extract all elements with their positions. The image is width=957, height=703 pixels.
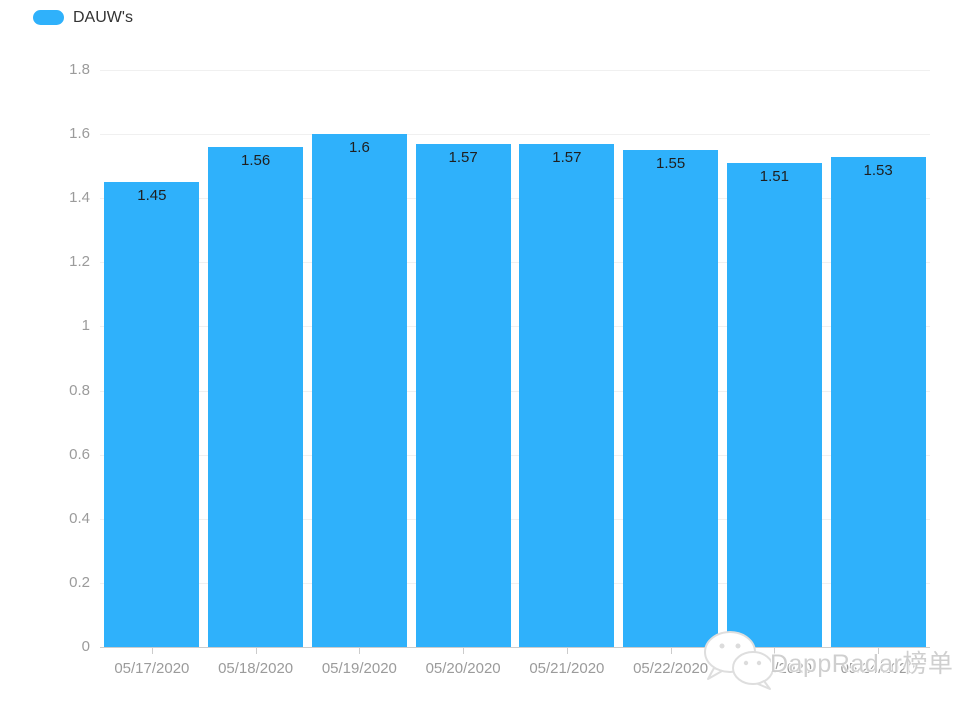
gridline — [100, 454, 930, 456]
bar-05/17/2020[interactable] — [104, 182, 200, 647]
legend-swatch — [33, 10, 64, 25]
x-axis-label: 05/23/2020 — [736, 660, 812, 677]
y-axis-label: 1 — [81, 317, 90, 335]
gridline — [100, 390, 930, 392]
x-axis-label: 05/17/2020 — [114, 660, 190, 677]
x-axis-label: 05/18/2020 — [218, 660, 294, 677]
y-axis-label: 0.6 — [69, 445, 90, 463]
bar-05/22/2020[interactable] — [623, 150, 719, 647]
bar-05/24/2020[interactable] — [830, 156, 926, 647]
gridline — [100, 262, 930, 264]
gridline — [100, 134, 930, 136]
x-axis-tick — [359, 648, 361, 654]
x-axis-tick — [670, 648, 672, 654]
legend-item-dauws[interactable]: DAUW's — [33, 9, 133, 26]
y-axis-label: 1.6 — [69, 125, 90, 143]
bar-05/18/2020[interactable] — [208, 146, 304, 647]
bar-value-label: 1.56 — [241, 151, 271, 169]
y-axis-label: 1.2 — [69, 253, 90, 271]
bar-value-label: 1.55 — [656, 155, 686, 173]
gridline — [100, 198, 930, 200]
bar-value-label: 1.57 — [448, 148, 478, 166]
y-axis-label: 0.2 — [69, 573, 90, 591]
bar-05/19/2020[interactable] — [311, 134, 407, 647]
bar-05/23/2020[interactable] — [726, 162, 822, 647]
x-axis-tick — [151, 648, 153, 654]
gridline — [100, 518, 930, 520]
gridline — [100, 70, 930, 71]
bar-value-label: 1.53 — [863, 161, 893, 179]
x-axis-tick — [774, 648, 776, 654]
x-axis-label: 05/19/2020 — [321, 660, 397, 677]
y-axis-label: 1.8 — [69, 61, 90, 78]
bar-value-label: 1.57 — [552, 148, 582, 166]
bar-value-label: 1.6 — [348, 139, 370, 157]
bar-value-label: 1.51 — [759, 167, 789, 185]
bar-value-label: 1.45 — [137, 187, 167, 205]
x-axis-tick — [463, 648, 465, 654]
x-axis-label: 05/24/2020 — [840, 660, 916, 677]
legend-label: DAUW's — [73, 9, 133, 26]
gridline — [100, 582, 930, 584]
x-axis-label: 05/20/2020 — [425, 660, 501, 677]
y-axis-label: 0 — [81, 638, 90, 655]
x-axis-label: 05/22/2020 — [633, 660, 709, 677]
x-axis-label: 05/21/2020 — [529, 660, 605, 677]
bar-05/21/2020[interactable] — [519, 143, 615, 647]
x-axis-tick — [566, 648, 568, 654]
x-axis-line — [100, 647, 930, 648]
bar-05/20/2020[interactable] — [415, 143, 511, 647]
y-axis-label: 0.8 — [69, 381, 90, 399]
y-axis-label: 1.4 — [69, 189, 90, 207]
x-axis-tick — [878, 648, 880, 654]
y-axis-label: 0.4 — [69, 509, 90, 527]
gridline — [100, 326, 930, 328]
x-axis-tick — [255, 648, 257, 654]
